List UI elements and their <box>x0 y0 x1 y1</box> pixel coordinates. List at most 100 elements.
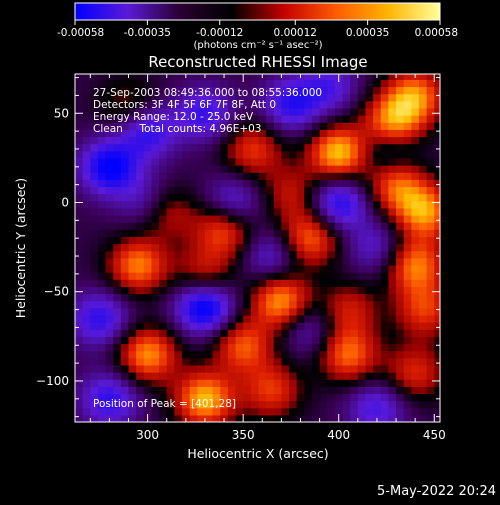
heatmap-cell <box>357 414 367 422</box>
heatmap-cell <box>357 150 367 159</box>
heatmap-cell <box>174 293 183 302</box>
y-tick-label: 50 <box>54 106 69 120</box>
heatmap-cell <box>311 357 321 366</box>
heatmap-cell <box>120 150 130 159</box>
heatmap-cell <box>220 200 229 209</box>
heatmap-cell <box>212 379 221 387</box>
heatmap-cell <box>289 293 298 302</box>
heatmap-cell <box>189 86 198 95</box>
heatmap-cell <box>396 179 405 188</box>
heatmap-cell <box>159 93 168 102</box>
heatmap-cell <box>319 222 328 230</box>
heatmap-cell <box>113 179 122 188</box>
heatmap-cell <box>151 129 160 138</box>
heatmap-cell <box>273 86 282 95</box>
heatmap-cell <box>143 79 153 88</box>
heatmap-cell <box>327 79 336 88</box>
heatmap-cell <box>174 286 183 295</box>
heatmap-cell <box>243 172 252 180</box>
heatmap-cell <box>136 314 145 323</box>
heatmap-cell <box>159 136 168 145</box>
heatmap-cell <box>388 322 397 330</box>
heatmap-cell <box>342 115 351 123</box>
heatmap-cell <box>258 193 267 202</box>
heatmap-cell <box>365 286 374 295</box>
heatmap-cell <box>266 143 275 152</box>
heatmap-cell <box>342 257 351 266</box>
heatmap-cell <box>182 143 191 152</box>
heatmap-cell <box>357 214 367 223</box>
heatmap-cell <box>197 214 206 223</box>
heatmap-cell <box>182 400 191 409</box>
heatmap-cell <box>281 79 290 88</box>
heatmap-cell <box>136 329 145 337</box>
heatmap-cell <box>418 79 428 88</box>
heatmap-cell <box>327 214 336 223</box>
heatmap-cell <box>220 293 229 302</box>
heatmap-cell <box>258 107 267 116</box>
heatmap-cell <box>426 400 435 409</box>
heatmap-cell <box>426 236 435 245</box>
heatmap-cell <box>365 372 374 380</box>
heatmap-cell <box>434 214 440 223</box>
heatmap-cell <box>304 79 313 88</box>
heatmap-cell <box>373 343 382 352</box>
heatmap-cell <box>235 243 244 252</box>
heatmap-cell <box>357 379 367 387</box>
heatmap-cell <box>403 207 412 216</box>
heatmap-cell <box>120 350 130 359</box>
heatmap-cell <box>75 250 84 259</box>
heatmap-cell <box>174 107 183 116</box>
heatmap-cell <box>128 107 137 116</box>
heatmap-cell <box>266 286 275 295</box>
heatmap-cell <box>296 236 305 245</box>
heatmap-cell <box>266 372 275 380</box>
heatmap-cell <box>204 93 214 102</box>
heatmap-cell <box>197 79 206 88</box>
heatmap-cell <box>373 357 382 366</box>
heatmap-cell <box>266 314 275 323</box>
heatmap-cell <box>159 379 168 387</box>
heatmap-cell <box>396 79 405 88</box>
heatmap-cell <box>204 172 214 180</box>
heatmap-cell <box>327 372 336 380</box>
heatmap-cell <box>319 214 328 223</box>
heatmap-cell <box>380 143 389 152</box>
heatmap-cell <box>304 386 313 395</box>
heatmap-cell <box>365 207 374 216</box>
heatmap-cell <box>189 407 198 416</box>
heatmap-cell <box>220 143 229 152</box>
heatmap-cell <box>403 200 412 209</box>
heatmap-cell <box>342 250 351 259</box>
heatmap-cell <box>319 229 328 237</box>
heatmap-cell <box>166 393 175 402</box>
heatmap-cell <box>227 222 237 230</box>
annotation-block: 27-Sep-2003 08:49:36.000 to 08:55:36.000… <box>93 87 322 410</box>
heatmap-cell <box>357 322 367 330</box>
heatmap-cell <box>304 172 313 180</box>
heatmap-cell <box>311 86 321 95</box>
heatmap-cell <box>434 229 440 237</box>
heatmap-cell <box>311 379 321 387</box>
heatmap-cell <box>159 179 168 188</box>
y-axis-label: Heliocentric Y (arcsec) <box>13 178 28 318</box>
heatmap-cell <box>289 307 298 316</box>
heatmap-cell <box>418 136 428 145</box>
heatmap-cell <box>426 343 435 352</box>
heatmap-cell <box>197 107 206 116</box>
heatmap-cell <box>174 364 183 373</box>
heatmap-cell <box>159 186 168 195</box>
heatmap-cell <box>128 264 137 273</box>
heatmap-cell <box>243 222 252 230</box>
heatmap-cell <box>304 322 313 330</box>
heatmap-cell <box>82 79 91 88</box>
heatmap-cell <box>396 400 405 409</box>
heatmap-cell <box>388 314 397 323</box>
heatmap-cell <box>120 229 130 237</box>
heatmap-cell <box>151 222 160 230</box>
heatmap-cell <box>342 229 351 237</box>
heatmap-cell <box>327 243 336 252</box>
heatmap-cell <box>273 393 282 402</box>
